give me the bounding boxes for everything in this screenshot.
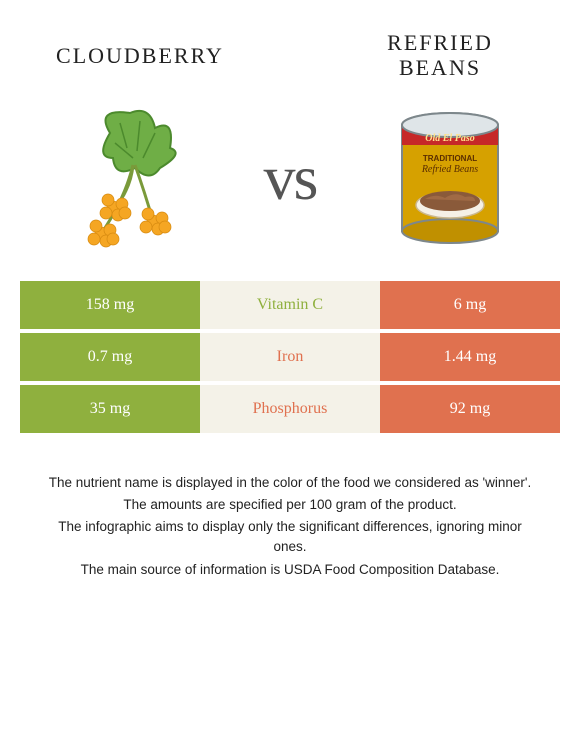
left-value: 0.7 mg — [20, 333, 200, 381]
right-value: 1.44 mg — [380, 333, 560, 381]
nutrient-label: Vitamin C — [200, 281, 380, 329]
comparison-table: 158 mgVitamin C6 mg0.7 mgIron1.44 mg35 m… — [20, 281, 560, 433]
images-row: vs Old El Paso TRADITIONAL Refried Beans — [0, 101, 580, 281]
right-value: 6 mg — [380, 281, 560, 329]
table-row: 158 mgVitamin C6 mg — [20, 281, 560, 329]
footnote-line: The infographic aims to display only the… — [40, 517, 540, 558]
table-row: 0.7 mgIron1.44 mg — [20, 333, 560, 381]
svg-text:Old El Paso: Old El Paso — [425, 133, 474, 144]
left-value: 158 mg — [20, 281, 200, 329]
footnotes: The nutrient name is displayed in the co… — [0, 473, 580, 580]
cloudberry-icon — [55, 103, 205, 253]
right-food-image: Old El Paso TRADITIONAL Refried Beans — [370, 98, 530, 258]
header: Cloudberry Refried beans — [0, 0, 580, 101]
refried-beans-icon: Old El Paso TRADITIONAL Refried Beans — [385, 103, 515, 253]
title-left-text: Cloudberry — [56, 43, 224, 68]
vs-label: vs — [264, 141, 317, 215]
svg-text:TRADITIONAL: TRADITIONAL — [423, 154, 477, 163]
title-right: Refried beans — [340, 30, 540, 81]
footnote-line: The amounts are specified per 100 gram o… — [40, 495, 540, 515]
left-value: 35 mg — [20, 385, 200, 433]
title-right-line2: beans — [399, 55, 481, 80]
left-food-image — [50, 98, 210, 258]
footnote-line: The main source of information is USDA F… — [40, 560, 540, 580]
right-value: 92 mg — [380, 385, 560, 433]
table-row: 35 mgPhosphorus92 mg — [20, 385, 560, 433]
svg-text:Refried Beans: Refried Beans — [421, 164, 478, 175]
nutrient-label: Iron — [200, 333, 380, 381]
nutrient-label: Phosphorus — [200, 385, 380, 433]
title-right-line1: Refried — [387, 30, 493, 55]
title-left: Cloudberry — [40, 30, 240, 81]
footnote-line: The nutrient name is displayed in the co… — [40, 473, 540, 493]
